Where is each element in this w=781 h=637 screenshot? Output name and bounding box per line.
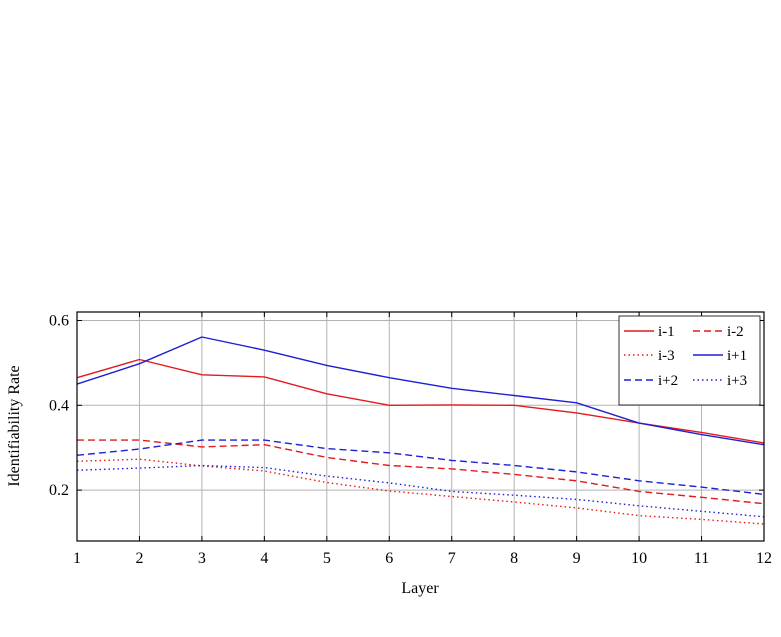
x-tick-label: 8 [510, 550, 518, 567]
x-tick-labels: 1 2 3 4 5 6 7 8 9 10 11 12 [73, 550, 772, 567]
series-line-i+3 [76, 464, 765, 518]
x-tick-label: 11 [694, 550, 709, 567]
y-tick-label: 0.4 [49, 397, 69, 414]
x-tick-label: 3 [198, 550, 206, 567]
series-line-i-3 [76, 458, 765, 525]
x-tick-label: 1 [73, 550, 81, 567]
y-axis-label: Identifiability Rate [6, 365, 23, 486]
y-tick-label: 0.2 [49, 482, 69, 499]
legend-label-i-3: i-3 [658, 348, 675, 364]
plot-frame [76, 311, 765, 542]
x-tick-label: 10 [631, 550, 647, 567]
x-tick-label: 12 [756, 550, 772, 567]
x-axis-label: Layer [401, 580, 439, 597]
x-tick-label: 4 [260, 550, 268, 567]
x-tick-label: 7 [448, 550, 456, 567]
series-line-i+1 [76, 336, 765, 446]
legend-label-i+1: i+1 [727, 348, 747, 364]
series-lines [76, 336, 765, 525]
series-line-i-2 [77, 439, 765, 505]
legend-label-i+2: i+2 [658, 373, 678, 389]
legend-label-i-2: i-2 [727, 324, 744, 340]
y-tick-label: 0.6 [49, 312, 69, 329]
axis-ticks [76, 312, 765, 541]
x-tick-label: 9 [573, 550, 581, 567]
legend-label-i-1: i-1 [658, 324, 675, 340]
legend-label-i+3: i+3 [727, 373, 747, 389]
x-tick-label: 6 [385, 550, 393, 567]
legend: i-1 i-2 i-3 i+1 i+2 i+3 [618, 315, 761, 406]
y-tick-labels: 0.2 0.4 0.6 [49, 312, 69, 499]
x-tick-label: 2 [135, 550, 143, 567]
x-tick-label: 5 [323, 550, 331, 567]
series-line-i+2 [76, 439, 765, 496]
